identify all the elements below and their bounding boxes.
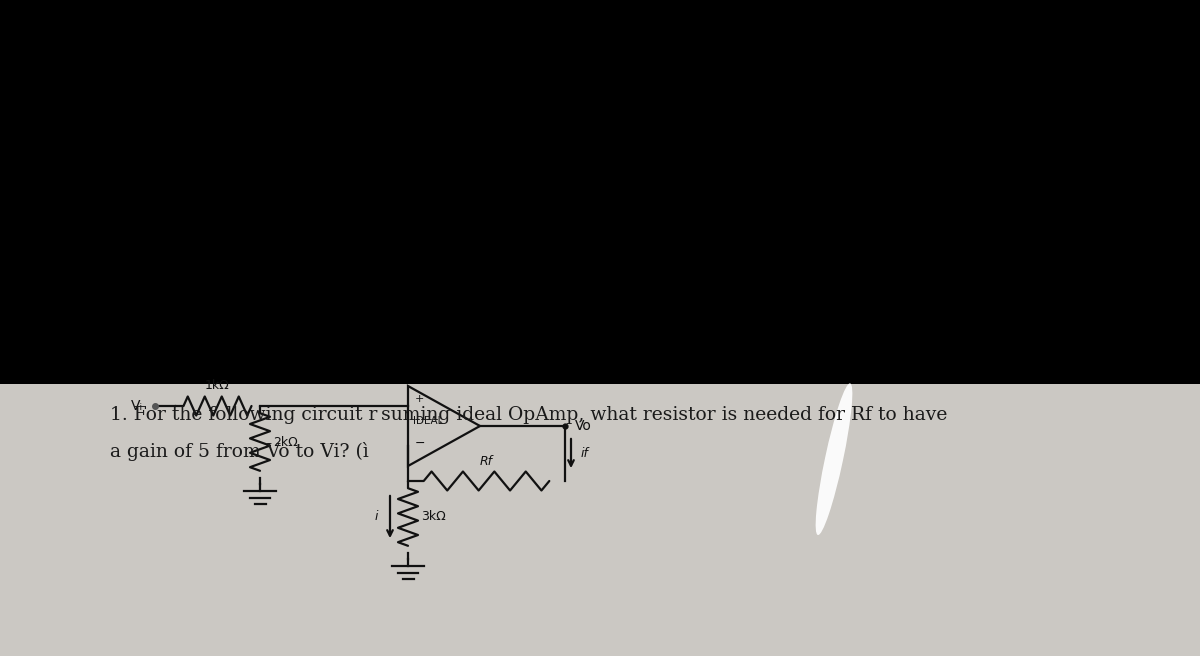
Text: if: if [581,447,589,460]
Text: 1. For the following circuit r suming ideal OpAmp, what resistor is needed for R: 1. For the following circuit r suming id… [110,406,948,424]
Ellipse shape [816,383,852,535]
Text: i: i [374,510,378,523]
Text: Rf: Rf [480,455,493,468]
Text: IDEAL: IDEAL [413,416,443,426]
Text: +: + [415,394,425,404]
Text: 1kΩ: 1kΩ [205,379,230,392]
Text: 3kΩ: 3kΩ [421,510,445,523]
Text: −: − [415,437,426,450]
Text: Vᵢ: Vᵢ [131,399,143,413]
Bar [0,384,1200,656]
Text: a gain of 5 from Vo to Vi? (ì: a gain of 5 from Vo to Vi? (ì [110,441,370,461]
Text: 2kΩ: 2kΩ [274,436,298,449]
Text: Vo: Vo [575,419,592,433]
